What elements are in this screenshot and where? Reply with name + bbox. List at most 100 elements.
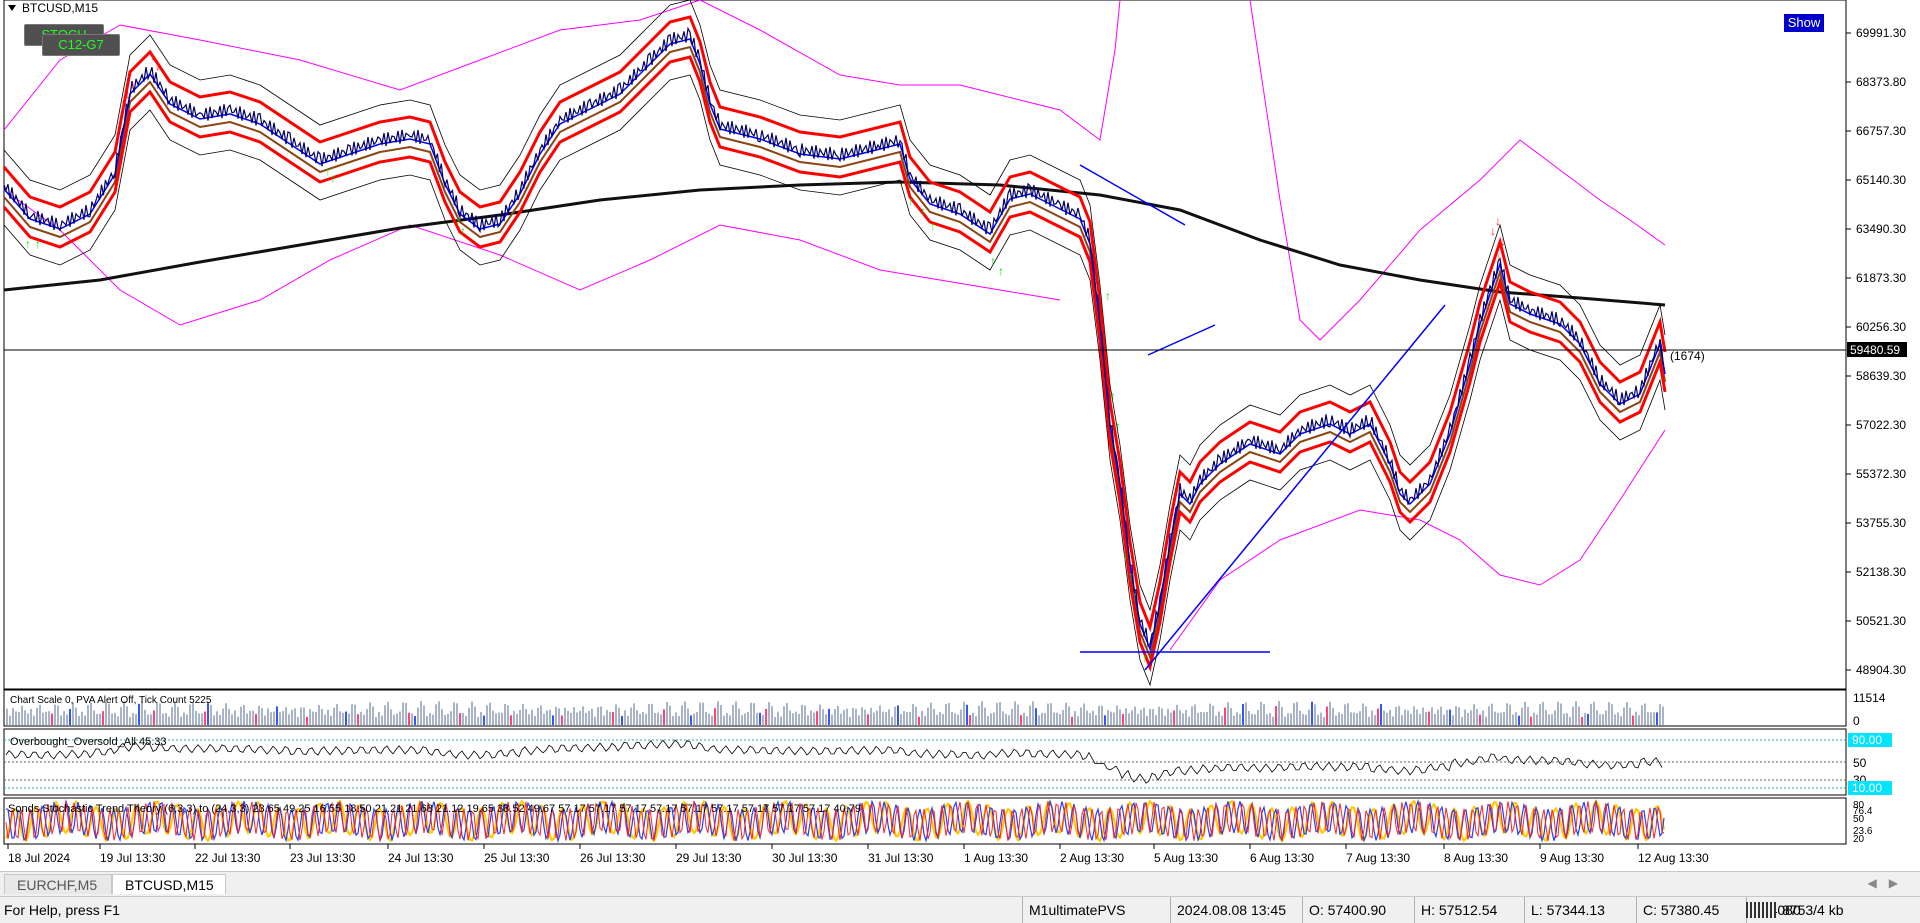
volume-bar — [1272, 716, 1274, 725]
time-tick-label: 12 Aug 13:30 — [1638, 851, 1709, 865]
volume-bar — [1566, 713, 1568, 725]
volume-bar — [1395, 706, 1397, 725]
volume-bar — [759, 712, 761, 725]
volume-bar — [393, 714, 395, 725]
volume-bar — [120, 707, 122, 725]
volume-bar — [1428, 711, 1430, 725]
time-tick-label: 9 Aug 13:30 — [1540, 851, 1604, 865]
current-price-label: 59480.59 — [1850, 343, 1900, 357]
volume-bar — [1608, 702, 1610, 725]
volume-bar — [699, 702, 701, 725]
volume-bar — [522, 703, 524, 725]
volume-bar — [315, 712, 317, 725]
volume-bar — [1089, 713, 1091, 725]
volume-bar — [36, 707, 38, 725]
volume-bar — [738, 708, 740, 725]
sell-signal-arrow: ↓ — [130, 77, 136, 91]
volume-bar — [702, 702, 704, 725]
price-tick-label: 60256.30 — [1856, 320, 1906, 334]
volume-bar — [1101, 705, 1103, 725]
volume-bar — [333, 707, 335, 725]
volume-bar — [714, 708, 716, 725]
time-tick-label: 25 Jul 13:30 — [484, 851, 550, 865]
main-chart-frame — [3, 0, 1847, 690]
symbol-dropdown-icon[interactable] — [8, 5, 16, 11]
volume-bar — [666, 702, 668, 725]
volume-bar — [888, 709, 890, 725]
volume-bar — [1140, 709, 1142, 725]
volume-bar — [912, 703, 914, 725]
volume-bar — [1215, 715, 1217, 725]
volume-bar — [1413, 706, 1415, 725]
volume-bar — [270, 712, 272, 725]
volume-bar — [228, 708, 230, 725]
volume-bar — [375, 716, 377, 725]
volume-bar — [804, 705, 806, 725]
volume-bar — [903, 711, 905, 725]
tab-eurchf-m5[interactable]: EURCHF,M5 — [4, 874, 112, 894]
volume-bar — [543, 713, 545, 725]
volume-bar — [30, 708, 32, 725]
volume-bar — [1452, 715, 1454, 725]
tab-scroll-arrows[interactable]: ◀▶ — [1867, 876, 1910, 890]
volume-bar — [309, 709, 311, 725]
volume-bar — [591, 708, 593, 725]
volume-bar — [1317, 714, 1319, 725]
volume-bar — [747, 712, 749, 725]
volume-bar — [1437, 709, 1439, 725]
volume-bar — [123, 701, 125, 725]
show-button[interactable]: Show — [1784, 14, 1824, 32]
volume-bar — [246, 713, 248, 725]
volume-bar — [858, 715, 860, 725]
chart-tab-bar: EURCHF,M5 BTCUSD,M15 ◀▶ — [0, 871, 1920, 896]
volume-bar — [1275, 706, 1277, 725]
volume-bar — [183, 712, 185, 725]
volume-bar — [975, 716, 977, 725]
volume-bar — [1404, 709, 1406, 725]
volume-bar — [135, 714, 137, 725]
volume-bar — [837, 705, 839, 725]
volume-bar — [1494, 711, 1496, 725]
volume-bar — [717, 701, 719, 725]
volume-bar — [231, 714, 233, 725]
volume-bar — [207, 703, 209, 725]
volume-bar — [1443, 714, 1445, 725]
volume-bar — [939, 712, 941, 725]
volume-bar — [657, 712, 659, 725]
volume-bar — [1497, 712, 1499, 725]
volume-bar — [1299, 710, 1301, 725]
volume-bar — [1119, 709, 1121, 725]
volume-bar — [801, 704, 803, 725]
time-tick-label: 1 Aug 13:30 — [964, 851, 1028, 865]
current-price-tag — [1847, 342, 1907, 357]
volume-bar — [1077, 716, 1079, 725]
volume-bar — [723, 715, 725, 725]
tab-btcusd-m15[interactable]: BTCUSD,M15 — [112, 874, 226, 894]
volume-bar — [1242, 704, 1244, 725]
volume-bar — [273, 711, 275, 725]
volume-bar — [864, 709, 866, 725]
volume-bar — [453, 702, 455, 725]
volume-bar — [1026, 716, 1028, 725]
volume-bar — [1584, 713, 1586, 725]
volume-bar — [1626, 702, 1628, 725]
volume-bar — [540, 705, 542, 725]
volume-bar — [1185, 709, 1187, 725]
buy-signal-arrow: ↑ — [1105, 289, 1111, 303]
volume-bar — [1482, 710, 1484, 725]
volume-bar — [846, 708, 848, 725]
volume-bar — [882, 711, 884, 725]
volume-bar — [1161, 708, 1163, 725]
volume-bar — [957, 714, 959, 725]
volume-bar — [390, 709, 392, 725]
price-tick-label: 53755.30 — [1856, 516, 1906, 530]
volume-bar — [1458, 707, 1460, 725]
volume-bar — [1098, 705, 1100, 725]
volume-bar — [102, 711, 104, 725]
volume-bar — [1635, 711, 1637, 725]
volume-bar — [585, 712, 587, 725]
volume-bar — [276, 706, 278, 725]
c12-button[interactable]: C12-G7 — [42, 34, 120, 56]
volume-bar — [432, 714, 434, 725]
